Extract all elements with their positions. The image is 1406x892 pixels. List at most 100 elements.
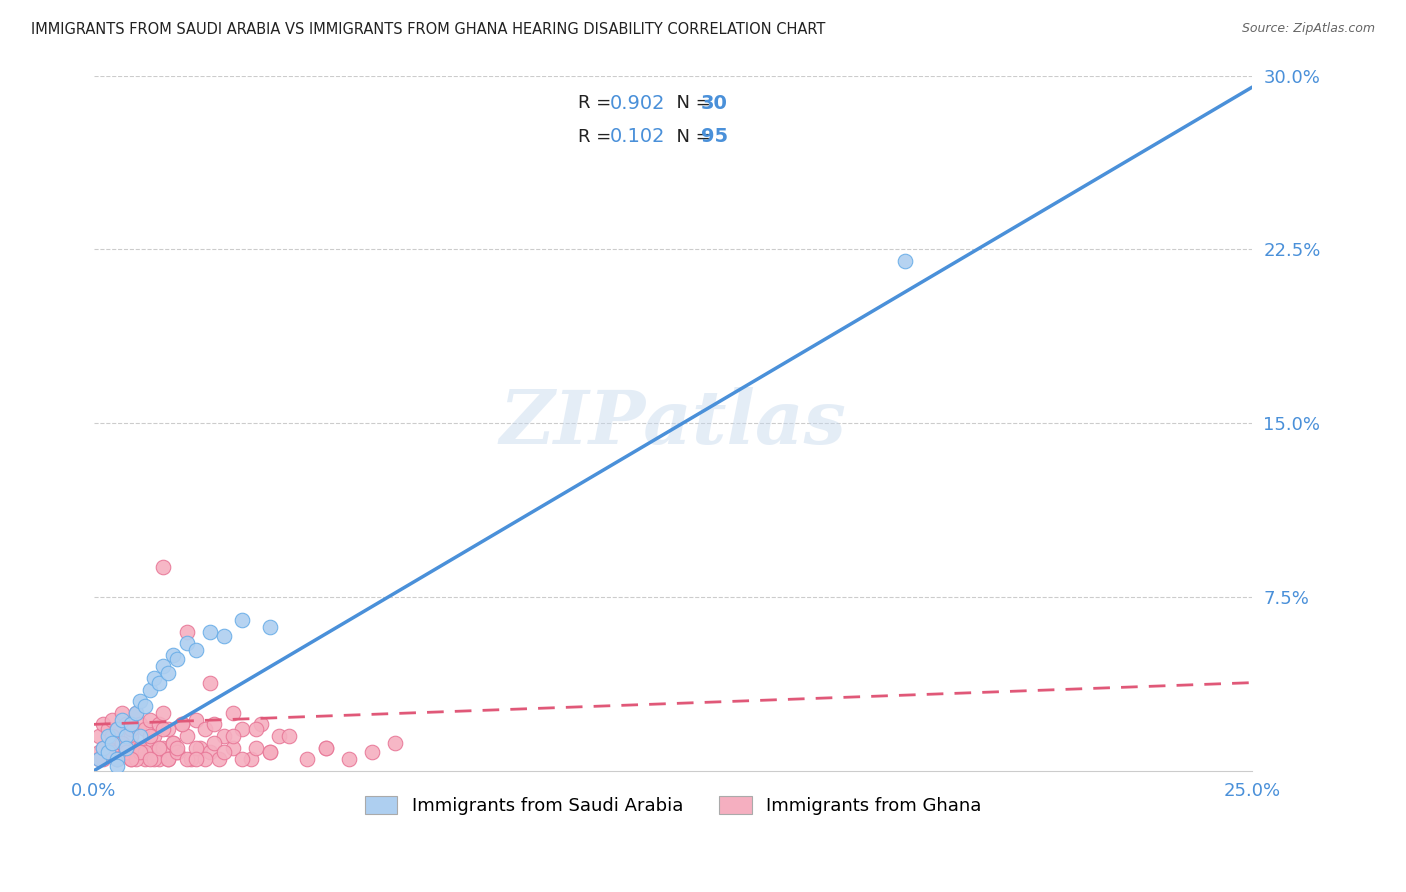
Point — [176, 624, 198, 639]
Point — [212, 629, 235, 643]
Point — [97, 745, 120, 759]
Text: 0.902: 0.902 — [609, 94, 665, 112]
Point — [138, 729, 160, 743]
Legend: Immigrants from Saudi Arabia, Immigrants from Ghana: Immigrants from Saudi Arabia, Immigrants… — [356, 787, 990, 824]
Text: IMMIGRANTS FROM SAUDI ARABIA VS IMMIGRANTS FROM GHANA HEARING DISABILITY CORRELA: IMMIGRANTS FROM SAUDI ARABIA VS IMMIGRAN… — [31, 22, 825, 37]
Point — [91, 740, 114, 755]
Point — [202, 736, 225, 750]
Point — [198, 675, 221, 690]
Point — [120, 729, 142, 743]
Point — [134, 722, 156, 736]
Point — [166, 745, 188, 759]
Text: N =: N = — [665, 95, 717, 112]
Point — [91, 752, 114, 766]
Point — [129, 694, 152, 708]
Point — [111, 736, 134, 750]
Point — [129, 729, 152, 743]
Point — [162, 736, 184, 750]
Point — [194, 752, 217, 766]
Point — [101, 736, 124, 750]
Point — [148, 740, 170, 755]
Point — [259, 745, 281, 759]
Point — [97, 722, 120, 736]
Point — [190, 740, 212, 755]
Point — [184, 740, 207, 755]
Point — [152, 740, 174, 755]
Point — [91, 740, 114, 755]
Point — [101, 713, 124, 727]
Point — [138, 740, 160, 755]
Point — [240, 752, 263, 766]
Point — [162, 736, 184, 750]
Point — [124, 740, 146, 755]
Point — [212, 745, 235, 759]
Point — [166, 745, 188, 759]
Point — [105, 752, 128, 766]
Point — [143, 752, 166, 766]
Point — [231, 752, 253, 766]
Point — [105, 752, 128, 766]
Point — [245, 740, 267, 755]
Point — [170, 717, 193, 731]
Point — [893, 253, 915, 268]
Point — [222, 740, 245, 755]
Text: R =: R = — [578, 95, 617, 112]
Point — [176, 729, 198, 743]
Point — [170, 717, 193, 731]
Point — [198, 745, 221, 759]
Point — [87, 752, 110, 766]
Point — [152, 722, 174, 736]
Point — [134, 698, 156, 713]
Point — [259, 745, 281, 759]
Point — [115, 745, 138, 759]
Point — [384, 736, 406, 750]
Point — [124, 706, 146, 720]
Text: 95: 95 — [700, 128, 728, 146]
Point — [87, 745, 110, 759]
Point — [115, 717, 138, 731]
Point — [148, 717, 170, 731]
Point — [231, 613, 253, 627]
Point — [129, 745, 152, 759]
Text: 30: 30 — [700, 94, 728, 112]
Point — [134, 745, 156, 759]
Point — [115, 729, 138, 743]
Point — [202, 717, 225, 731]
Point — [176, 636, 198, 650]
Point — [129, 717, 152, 731]
Point — [184, 752, 207, 766]
Point — [111, 706, 134, 720]
Point — [157, 666, 180, 681]
Point — [259, 620, 281, 634]
Point — [315, 740, 337, 755]
Point — [143, 729, 166, 743]
Point — [138, 682, 160, 697]
Point — [111, 713, 134, 727]
Point — [245, 722, 267, 736]
Point — [91, 717, 114, 731]
Point — [166, 652, 188, 666]
Text: ZIPatlas: ZIPatlas — [499, 387, 846, 459]
Point — [198, 624, 221, 639]
Point — [115, 740, 138, 755]
Point — [138, 752, 160, 766]
Text: Source: ZipAtlas.com: Source: ZipAtlas.com — [1241, 22, 1375, 36]
Point — [129, 740, 152, 755]
Point — [194, 722, 217, 736]
Point — [212, 729, 235, 743]
Point — [152, 559, 174, 574]
Point — [157, 752, 180, 766]
Point — [222, 729, 245, 743]
Point — [111, 736, 134, 750]
Point — [152, 659, 174, 673]
Point — [138, 713, 160, 727]
Text: R =: R = — [578, 128, 617, 145]
Point — [184, 643, 207, 657]
Point — [231, 722, 253, 736]
Point — [97, 729, 120, 743]
Point — [87, 729, 110, 743]
Point — [124, 706, 146, 720]
Point — [222, 706, 245, 720]
Point — [134, 752, 156, 766]
Point — [148, 675, 170, 690]
